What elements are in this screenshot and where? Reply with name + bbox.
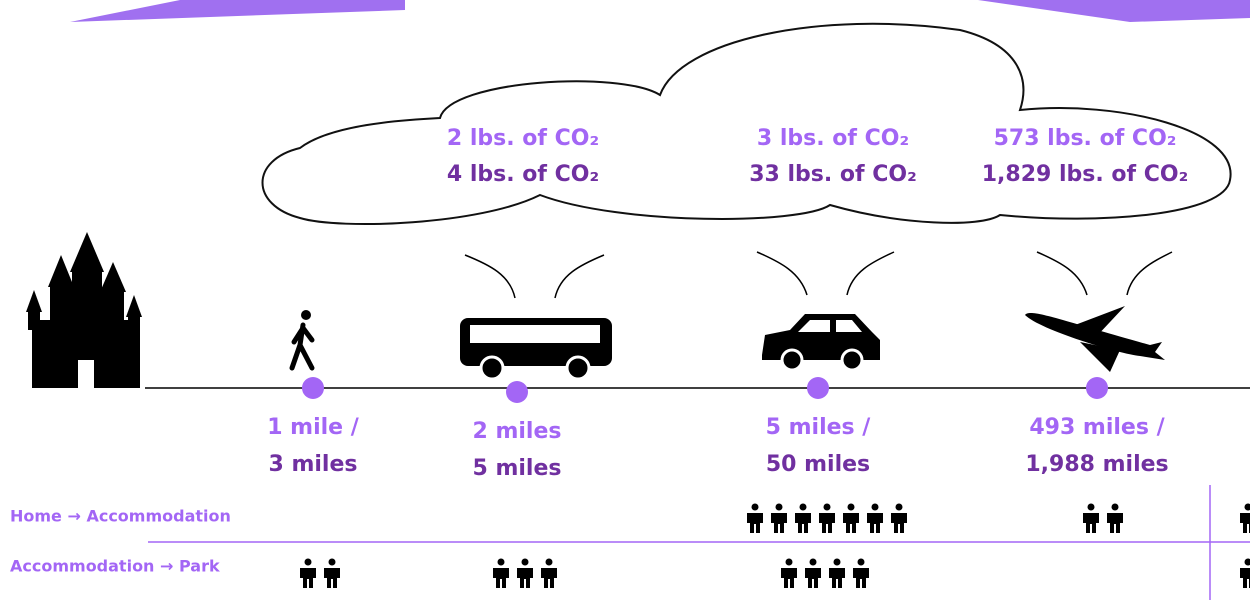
person-head [497, 558, 505, 566]
person-head [847, 503, 855, 511]
person-body [891, 513, 907, 533]
emission-label: 1,829 lbs. of CO₂ [982, 162, 1188, 187]
person-body [747, 513, 763, 533]
emission-label: 573 lbs. of CO₂ [994, 126, 1177, 151]
person-head [328, 558, 336, 566]
castle [26, 232, 142, 388]
person-body [771, 513, 787, 533]
person-body [1107, 513, 1123, 533]
emission-label: 2 lbs. of CO₂ [447, 126, 599, 151]
row-label: Home → Accommodation [10, 507, 231, 526]
person-body [843, 513, 859, 533]
stop-dot [807, 377, 829, 399]
person-head [785, 558, 793, 566]
distance-label: 50 miles [766, 452, 870, 477]
person-body [781, 568, 797, 588]
person-head [751, 503, 759, 511]
distance-label: 3 miles [269, 452, 358, 477]
person-body [853, 568, 869, 588]
cloud [261, 22, 1232, 226]
emission-label: 3 lbs. of CO₂ [757, 126, 909, 151]
person-head [823, 503, 831, 511]
people-group [1240, 503, 1250, 533]
person-head [833, 558, 841, 566]
person-head [521, 558, 529, 566]
person-head [895, 503, 903, 511]
person-head [775, 503, 783, 511]
people-group [493, 558, 557, 588]
bus [460, 318, 612, 381]
person-body [517, 568, 533, 588]
person-head [545, 558, 553, 566]
person-body [541, 568, 557, 588]
person-head [1244, 503, 1250, 511]
car [762, 314, 880, 372]
person-body [1240, 513, 1250, 533]
distance-label: 1 mile / [267, 415, 360, 440]
person-head [1244, 558, 1250, 566]
emission-arrows [464, 251, 1173, 299]
person-body [300, 568, 316, 588]
corner-shape [978, 0, 1250, 22]
row-label: Accommodation → Park [10, 557, 220, 576]
person-head [871, 503, 879, 511]
person-body [795, 513, 811, 533]
emission-label: 33 lbs. of CO₂ [749, 162, 917, 187]
person-body [1240, 568, 1250, 588]
distance-label: 5 miles [473, 456, 562, 481]
stop-dot [302, 377, 324, 399]
people-group [781, 558, 869, 588]
person-body [1083, 513, 1099, 533]
distance-label: 1,988 miles [1025, 452, 1168, 477]
airplane [1025, 306, 1165, 372]
person-head [809, 558, 817, 566]
walker [289, 310, 315, 371]
person-head [857, 558, 865, 566]
distance-label: 2 miles [473, 419, 562, 444]
distance-label: 493 miles / [1029, 415, 1165, 440]
person-head [304, 558, 312, 566]
person-body [867, 513, 883, 533]
emission-label: 4 lbs. of CO₂ [447, 162, 599, 187]
corner-shape [70, 0, 405, 22]
person-head [799, 503, 807, 511]
stop-dot [506, 381, 528, 403]
person-body [493, 568, 509, 588]
person-head [1111, 503, 1119, 511]
people-group [1240, 558, 1250, 588]
people-group [1083, 503, 1123, 533]
person-body [819, 513, 835, 533]
person-body [829, 568, 845, 588]
stop-dot [1086, 377, 1108, 399]
person-body [805, 568, 821, 588]
people-group [747, 503, 907, 533]
person-body [324, 568, 340, 588]
people-group [300, 558, 340, 588]
distance-label: 5 miles / [766, 415, 872, 440]
person-head [1087, 503, 1095, 511]
